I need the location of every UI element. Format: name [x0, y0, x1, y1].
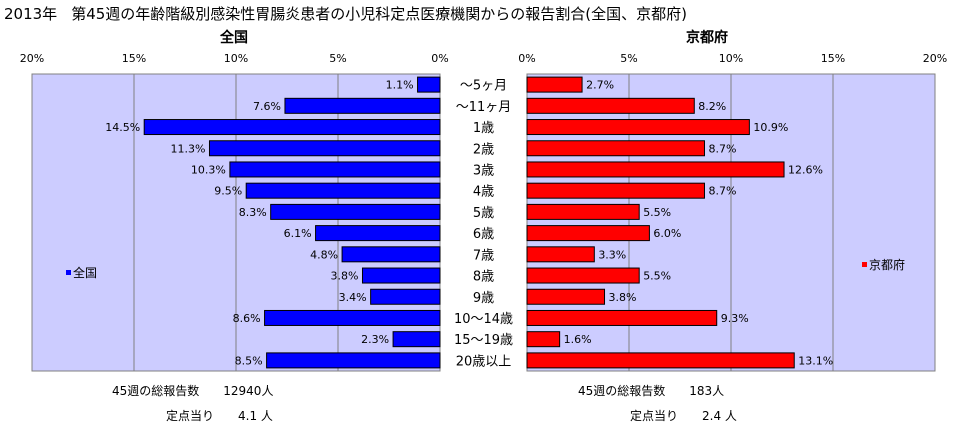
- right-bar: [526, 119, 750, 136]
- category-label: 9歳: [473, 291, 494, 306]
- right-bar: [526, 182, 705, 199]
- left-bar: [208, 140, 441, 157]
- category-label: 1歳: [473, 121, 494, 136]
- left-bar: [266, 352, 441, 369]
- left-bar-label: 8.5%: [235, 354, 263, 367]
- right-per-site: 定点当り 2.4 人: [630, 409, 737, 423]
- left-bar: [284, 97, 441, 114]
- right-total-reports: 45週の総報告数 183人: [578, 384, 725, 398]
- left-bar-label: 3.8%: [331, 270, 359, 283]
- left-bar-label: 8.3%: [239, 206, 267, 219]
- legend-right-label: 京都府: [869, 257, 905, 272]
- left-bar: [417, 76, 441, 93]
- right-bar: [526, 352, 795, 369]
- left-tick-label: 0%: [431, 52, 448, 65]
- left-bar: [341, 246, 441, 263]
- category-label: ～11ヶ月: [456, 100, 512, 115]
- right-tick-label: 0%: [518, 52, 535, 65]
- left-tick-label: 15%: [122, 52, 146, 65]
- legend-left-swatch: [66, 270, 71, 275]
- right-bar: [526, 309, 718, 326]
- right-bar: [526, 331, 561, 348]
- right-bar-label: 12.6%: [788, 163, 823, 176]
- left-bar-label: 3.4%: [339, 291, 367, 304]
- right-bar: [526, 203, 640, 220]
- left-bar-label: 11.3%: [171, 142, 206, 155]
- right-bar-label: 1.6%: [564, 333, 592, 346]
- left-bar: [229, 161, 441, 178]
- left-bar-label: 8.6%: [233, 312, 261, 325]
- right-bar-label: 2.7%: [586, 79, 614, 92]
- left-tick-label: 10%: [224, 52, 248, 65]
- left-per-site: 定点当り 4.1 人: [166, 409, 273, 423]
- left-bar-label: 6.1%: [284, 227, 312, 240]
- category-label: 8歳: [473, 270, 494, 285]
- category-label: 4歳: [473, 185, 494, 200]
- right-bar-label: 3.8%: [609, 291, 637, 304]
- left-bar-label: 14.5%: [105, 121, 140, 134]
- left-bar: [143, 119, 441, 136]
- category-label: 3歳: [473, 163, 494, 178]
- left-bar-label: 10.3%: [191, 163, 226, 176]
- right-bar-label: 5.5%: [643, 206, 671, 219]
- left-bar: [361, 267, 441, 284]
- chart-title-year: 2013年: [4, 5, 58, 23]
- category-label: 15～19歳: [454, 333, 513, 348]
- right-bar: [526, 76, 583, 93]
- left-bar: [370, 288, 441, 305]
- right-bar: [526, 267, 640, 284]
- right-bar: [526, 97, 695, 114]
- right-bar-label: 9.3%: [721, 312, 749, 325]
- category-label: 5歳: [473, 206, 494, 221]
- right-bar: [526, 161, 785, 178]
- left-bar: [270, 203, 441, 220]
- chart-title-text: 第45週の年齢階級別感染性胃腸炎患者の小児科定点医療機関からの報告割合(全国、京…: [71, 5, 687, 23]
- category-label: 7歳: [473, 248, 494, 263]
- right-bar-label: 8.2%: [698, 100, 726, 113]
- left-tick-label: 20%: [20, 52, 44, 65]
- right-tick-label: 15%: [821, 52, 845, 65]
- right-bar-label: 3.3%: [598, 248, 626, 261]
- left-bar-label: 4.8%: [310, 248, 338, 261]
- chart-title: 2013年 第45週の年齢階級別感染性胃腸炎患者の小児科定点医療機関からの報告割合…: [4, 3, 964, 24]
- right-plot-border: [526, 73, 936, 372]
- category-label: 10～14歳: [454, 312, 513, 327]
- left-bar: [392, 331, 441, 348]
- right-bar: [526, 246, 595, 263]
- left-bar-label: 9.5%: [214, 185, 242, 198]
- left-bar: [245, 182, 441, 199]
- left-panel-title: 全国: [220, 30, 248, 46]
- right-tick-label: 5%: [620, 52, 637, 65]
- right-bar-label: 6.0%: [653, 227, 681, 240]
- right-bar-label: 8.7%: [708, 142, 736, 155]
- right-bar: [526, 225, 650, 242]
- right-bar: [526, 288, 606, 305]
- left-bar-label: 7.6%: [253, 100, 281, 113]
- right-tick-label: 20%: [923, 52, 947, 65]
- right-bar-label: 8.7%: [708, 185, 736, 198]
- category-label: ～5ヶ月: [460, 79, 507, 94]
- right-bar-label: 5.5%: [643, 270, 671, 283]
- category-label: 20歳以上: [456, 354, 512, 369]
- category-label: 2歳: [473, 142, 494, 157]
- right-panel-title: 京都府: [686, 30, 728, 46]
- right-bar-label: 13.1%: [798, 354, 833, 367]
- left-bar-label: 2.3%: [361, 333, 389, 346]
- legend-left-label: 全国: [73, 265, 97, 280]
- right-bar: [526, 140, 705, 157]
- legend-right-swatch: [862, 262, 867, 267]
- left-bar: [315, 225, 441, 242]
- right-tick-label: 10%: [719, 52, 743, 65]
- category-label: 6歳: [473, 227, 494, 242]
- right-bar-label: 10.9%: [753, 121, 788, 134]
- left-plot-border: [31, 73, 441, 372]
- left-bar: [264, 309, 441, 326]
- left-bar-label: 1.1%: [386, 79, 414, 92]
- left-total-reports: 45週の総報告数 12940人: [112, 384, 274, 398]
- left-tick-label: 5%: [329, 52, 346, 65]
